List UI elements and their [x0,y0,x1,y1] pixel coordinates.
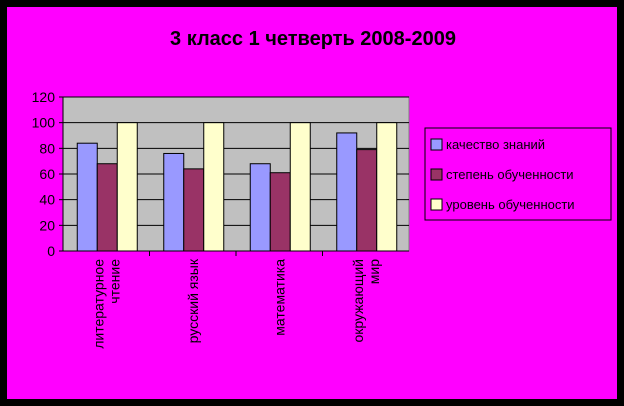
bar [163,152,185,252]
bar [356,149,378,252]
bar [116,122,138,252]
bar [249,163,271,252]
legend-swatch [430,168,443,181]
legend-label: качество знаний [446,137,545,152]
legend: качество знаний степень обученности уровен… [424,127,612,221]
y-tick-label: 40 [39,192,55,208]
category-label: литературное [90,259,106,349]
category-label: русский язык [185,258,201,343]
bar [336,132,358,252]
category-label: математика [271,259,287,336]
y-tick-label: 20 [39,217,55,233]
y-tick-label: 0 [47,243,55,259]
plot-area: 0 20 40 60 80 100 120 литературное чтение русский… [32,89,410,349]
y-tick-label: 60 [39,166,55,182]
chart-title: 3 класс 1 четверть 2008-2009 [170,28,456,50]
bar [96,163,118,252]
y-tick-label: 120 [32,89,56,105]
legend-swatch [430,198,443,211]
bar [183,168,205,252]
category-label: чтение [106,259,122,304]
legend-label: степень обученности [446,167,574,182]
y-tick-label: 80 [39,140,55,156]
category-label: окружающий [350,259,366,343]
bar [76,142,98,252]
bar [376,122,398,252]
bar [289,122,311,252]
bar [269,172,291,252]
category-label: мир [366,259,382,284]
y-tick-label: 100 [32,115,56,131]
bar [203,122,225,252]
legend-swatch [430,138,443,151]
legend-box [424,127,612,221]
legend-label: уровень обученности [446,197,575,212]
